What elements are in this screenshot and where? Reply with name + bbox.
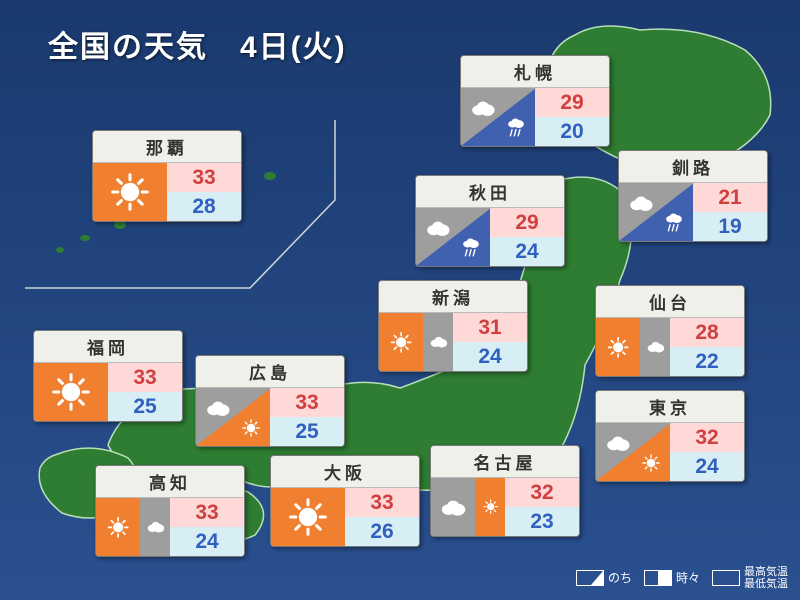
weather-icon: [596, 423, 670, 481]
cloud-icon: [645, 335, 666, 359]
temp-low: 25: [108, 392, 182, 421]
sun-icon: [105, 510, 131, 545]
temp-low: 20: [535, 117, 609, 146]
weather-icon: [271, 488, 345, 546]
forecast-card: 名古屋 32 23: [430, 445, 580, 537]
city-name: 広島: [196, 356, 344, 388]
temp-high: 32: [670, 423, 744, 452]
cloud-icon: [202, 397, 234, 419]
sun-icon: [481, 493, 500, 521]
cloud-icon: [625, 192, 657, 214]
temp-low: 28: [167, 192, 241, 221]
sun-icon: [104, 172, 156, 213]
temp-low: 22: [670, 347, 744, 376]
sun-icon: [639, 452, 663, 474]
sun-icon: [45, 372, 97, 413]
city-name: 仙台: [596, 286, 744, 318]
forecast-card: 札幌 29 20: [460, 55, 610, 147]
forecast-card: 高知 33 24: [95, 465, 245, 557]
temp-high: 33: [108, 363, 182, 392]
sun-icon: [282, 497, 334, 538]
sun-icon: [239, 417, 263, 439]
legend-temp: 最高気温 最低気温: [712, 566, 788, 590]
temp-high: 33: [270, 388, 344, 417]
legend: のち 時々 最高気温 最低気温: [576, 566, 788, 590]
cloud-icon: [602, 432, 634, 454]
forecast-card: 那覇 33 28: [92, 130, 242, 222]
rain-icon: [660, 212, 687, 234]
legend-nochi: のち: [576, 569, 632, 586]
temp-high: 29: [535, 88, 609, 117]
weather-icon: [431, 478, 505, 536]
temp-low: 24: [453, 342, 527, 371]
cloud-icon: [438, 492, 468, 522]
weather-icon: [379, 313, 453, 371]
city-name: 大阪: [271, 456, 419, 488]
weather-icon: [596, 318, 670, 376]
forecast-card: 東京 32 24: [595, 390, 745, 482]
city-name: 秋田: [416, 176, 564, 208]
temp-high: 33: [345, 488, 419, 517]
rain-icon: [457, 237, 484, 259]
weather-icon: [461, 88, 535, 146]
cloud-icon: [422, 217, 454, 239]
city-name: 那覇: [93, 131, 241, 163]
forecast-card: 広島 33 25: [195, 355, 345, 447]
legend-tokidoki: 時々: [644, 569, 700, 586]
temp-high: 28: [670, 318, 744, 347]
forecast-card: 大阪 33 26: [270, 455, 420, 547]
forecast-card: 福岡 33 25: [33, 330, 183, 422]
city-name: 釧路: [619, 151, 767, 183]
forecast-card: 仙台 28 22: [595, 285, 745, 377]
city-name: 高知: [96, 466, 244, 498]
weather-icon: [96, 498, 170, 556]
sun-icon: [605, 330, 631, 365]
forecast-card: 釧路 21 19: [618, 150, 768, 242]
weather-icon: [196, 388, 270, 446]
weather-icon: [93, 163, 167, 221]
temp-low: 19: [693, 212, 767, 241]
rain-icon: [502, 117, 529, 139]
sun-icon: [388, 325, 414, 360]
weather-icon: [34, 363, 108, 421]
cloud-icon: [145, 515, 166, 539]
temp-high: 32: [505, 478, 579, 507]
weather-icon: [416, 208, 490, 266]
city-name: 札幌: [461, 56, 609, 88]
weather-icon: [619, 183, 693, 241]
temp-low: 23: [505, 507, 579, 536]
temp-high: 31: [453, 313, 527, 342]
temp-low: 26: [345, 517, 419, 546]
city-name: 新潟: [379, 281, 527, 313]
cloud-icon: [428, 330, 449, 354]
forecast-card: 秋田 29 24: [415, 175, 565, 267]
cloud-icon: [467, 97, 499, 119]
temp-high: 29: [490, 208, 564, 237]
temp-low: 24: [670, 452, 744, 481]
temp-low: 25: [270, 417, 344, 446]
city-name: 名古屋: [431, 446, 579, 478]
city-name: 東京: [596, 391, 744, 423]
temp-high: 33: [170, 498, 244, 527]
page-title: 全国の天気 4日(火): [48, 22, 347, 66]
temp-low: 24: [170, 527, 244, 556]
city-name: 福岡: [34, 331, 182, 363]
temp-low: 24: [490, 237, 564, 266]
temp-high: 33: [167, 163, 241, 192]
temp-high: 21: [693, 183, 767, 212]
forecast-card: 新潟 31 24: [378, 280, 528, 372]
